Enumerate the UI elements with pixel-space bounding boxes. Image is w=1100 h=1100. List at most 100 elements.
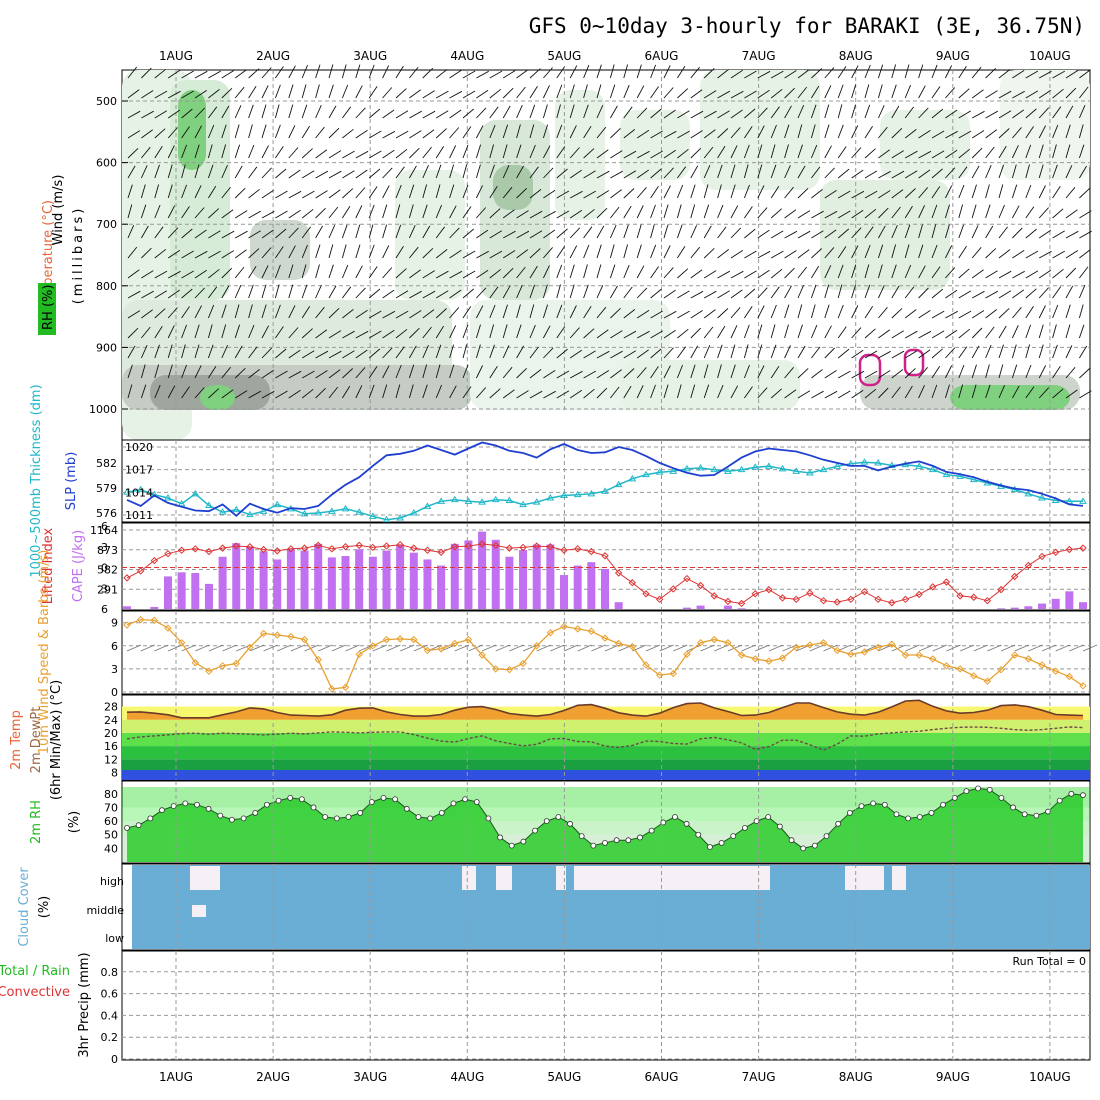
wind-barb [422, 309, 435, 319]
wind-barb [757, 164, 763, 179]
lifted-index-point [355, 541, 363, 550]
wind-barb [770, 144, 776, 159]
wind-barb [462, 386, 472, 399]
wind-barb [837, 124, 844, 139]
wind-barb [636, 169, 649, 179]
run-total-label: Run Total = 0 [1013, 955, 1087, 968]
wind-barb [851, 245, 859, 259]
wind-barb [1025, 126, 1034, 139]
wind-barb [208, 70, 221, 79]
lifted-index-point [191, 545, 199, 553]
wind-barb [422, 364, 428, 379]
wind-barb [315, 225, 323, 239]
thickness-point [232, 505, 241, 513]
wind-barb [623, 64, 629, 79]
wind-barb [636, 310, 650, 319]
wind-barb [502, 165, 510, 179]
wind-barb [690, 327, 702, 339]
rh-point [1021, 811, 1028, 818]
wind-speed-point [997, 665, 1005, 674]
wind-barb [449, 227, 460, 239]
wind-barb [636, 244, 642, 259]
wind-barb [811, 85, 820, 99]
wind-barb [596, 126, 607, 139]
temperature-band [122, 732, 1090, 747]
wind-barb [703, 247, 715, 259]
wind-barb [958, 184, 965, 199]
thickness-tick-label: 582 [96, 457, 117, 470]
wind-barb [395, 310, 409, 319]
wind-barb [1079, 210, 1092, 219]
rh-point [648, 827, 655, 834]
wind-barb [275, 168, 287, 179]
wind-barb [368, 266, 378, 279]
wind-speed-point [710, 635, 718, 644]
wind-speed-point [860, 648, 869, 656]
wind-barb [449, 289, 462, 299]
lifted-index-point [287, 545, 295, 553]
cape-bar [546, 544, 555, 609]
wind-barb [221, 186, 231, 199]
thickness-point [314, 509, 323, 516]
wind-barb [328, 285, 337, 299]
wind-barb [1012, 270, 1025, 279]
wind-barb [811, 189, 823, 199]
surface-wind-barb [932, 644, 947, 652]
wind-barb [891, 264, 897, 279]
wind-barb [342, 188, 354, 199]
wind-barb [301, 190, 315, 199]
wind-barb [824, 390, 838, 399]
thickness-point [587, 489, 596, 497]
wind-barb [650, 64, 657, 79]
wind-speed-point [792, 643, 800, 652]
wind-speed-point [355, 650, 363, 658]
wind-barb [904, 244, 910, 259]
lifted-index-point [970, 593, 978, 601]
wind-barb [248, 230, 261, 239]
wind-barb [140, 345, 148, 359]
wind-barb [864, 328, 876, 339]
wind-barb [985, 204, 991, 219]
wind-barb [261, 265, 269, 279]
wind-barb [154, 325, 163, 339]
wind-barb [1012, 70, 1025, 79]
wind-barb [248, 265, 257, 279]
wind-barb [797, 285, 805, 299]
mid-cloud-block [192, 905, 206, 917]
wind-barb [730, 69, 743, 79]
lifted-index-point [478, 540, 486, 548]
wind-barb [998, 184, 1004, 199]
wind-speed-point [177, 639, 186, 647]
wind-barb [596, 225, 605, 239]
surface-wind-barb [1000, 644, 1016, 652]
high-cloud-block [496, 866, 512, 890]
wind-barb [623, 286, 633, 299]
wind-barb [1052, 324, 1057, 339]
surface-wind-barb [877, 644, 893, 652]
wind-barb [475, 365, 484, 379]
wind-speed-point [519, 659, 527, 668]
wind-barb [127, 364, 133, 379]
lifted-index-point [669, 585, 677, 593]
surface-wind-barb [140, 644, 155, 652]
rh-point [182, 800, 189, 807]
rh-point [380, 795, 387, 801]
wind-speed-point [833, 646, 841, 655]
wind-barb [261, 67, 272, 79]
wind-barb [127, 184, 133, 199]
wind-barb [1052, 388, 1064, 399]
wind-barb [1052, 344, 1058, 359]
wind-barb [757, 229, 770, 239]
wind-barb [301, 284, 308, 299]
date-label-top: 10AUG [1029, 49, 1071, 63]
wind-barb [824, 370, 837, 379]
wind-barb [248, 304, 253, 319]
wind-barb [663, 87, 674, 99]
lifted-index-point [888, 599, 896, 607]
wind-barb [462, 250, 476, 259]
rh2m-units-label: (%) [67, 811, 82, 834]
wind-barb [971, 269, 984, 279]
wind-barb [529, 346, 539, 359]
wind-barb [703, 129, 716, 139]
